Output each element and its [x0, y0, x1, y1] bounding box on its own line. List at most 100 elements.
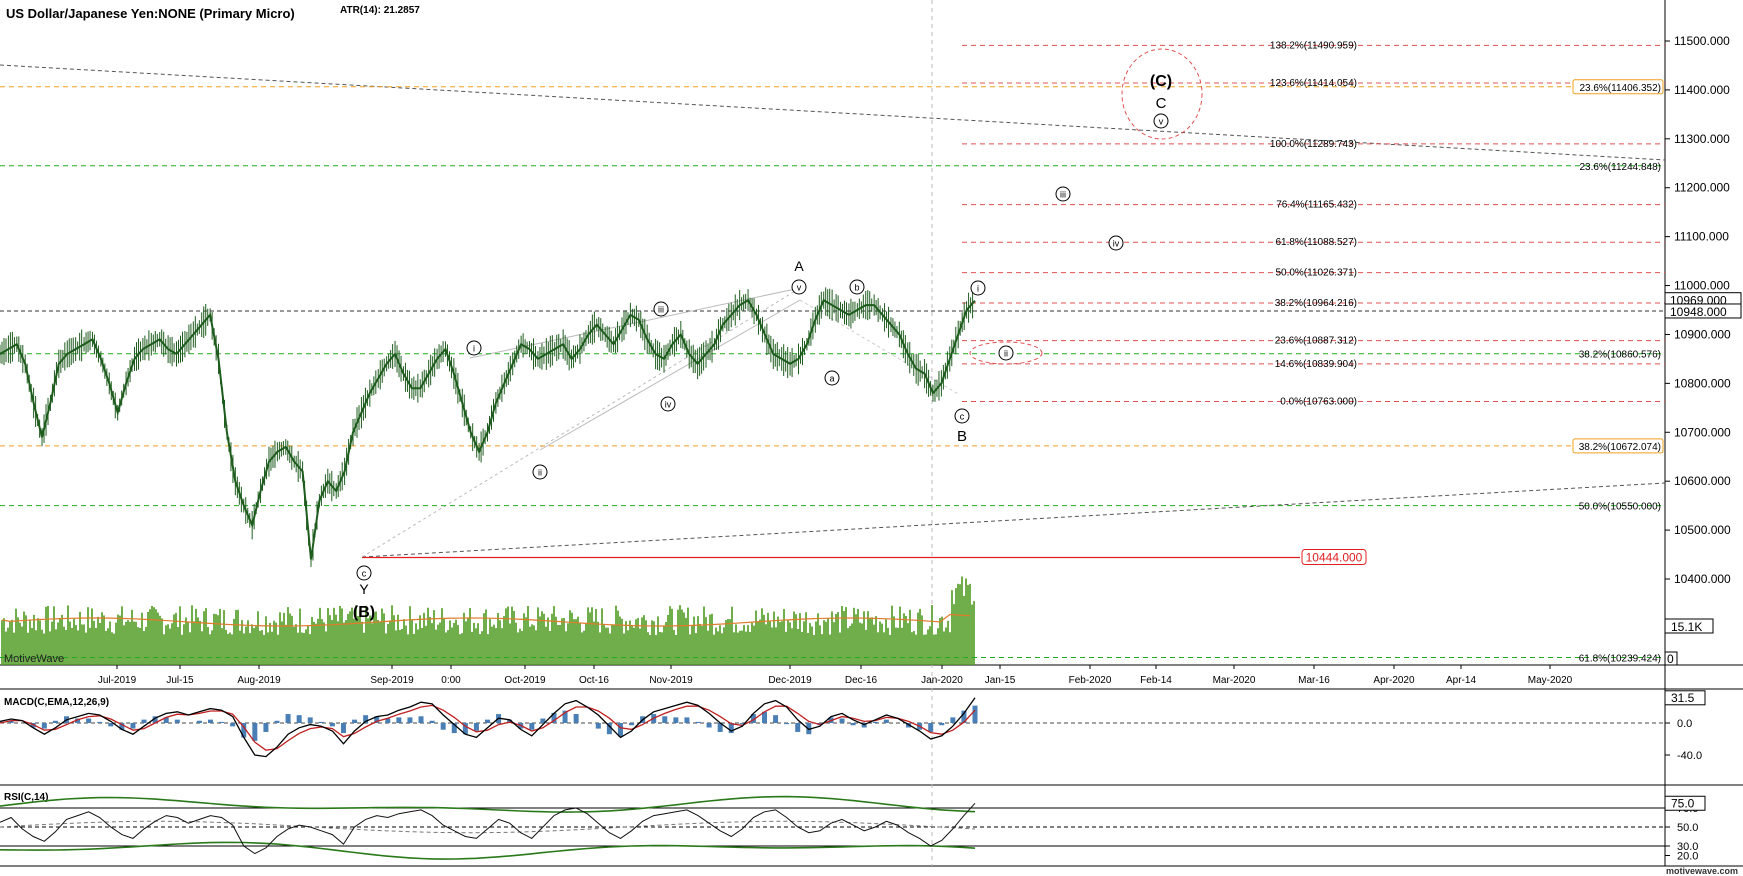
macd-panel: MACD(C,EMA,12,26,9) 0.0 -40.0 31.5: [0, 690, 1706, 762]
current-price-box: [1664, 303, 1742, 319]
price-tick-label: 10400.000: [1674, 572, 1731, 586]
wave-label-c-Y-circle: [356, 565, 372, 581]
rsi-tick-label: 50.0: [1677, 822, 1698, 834]
macd-signal-line: [0, 704, 976, 751]
fib-retracement-label: 61.8%(10239.424): [1579, 654, 1661, 665]
watermark: MotiveWave: [4, 653, 64, 665]
price-tick-label: 11500.000: [1674, 34, 1730, 48]
rsi-current-label: 75.0: [1671, 796, 1695, 810]
volume-label-box: [1664, 618, 1714, 634]
time-tick-label: Apr-14: [1446, 675, 1476, 686]
fib-retracement-label: 38.2%(10672.074): [1579, 442, 1661, 453]
volume-bars: [1, 576, 975, 665]
fib-projection-label: 76.4%(11165.432): [1276, 200, 1357, 211]
fib-projection-label: 61.8%(11088.527): [1275, 237, 1357, 248]
wave-label-i-current-circle: [970, 280, 986, 296]
fib-retracement-label: 23.6%(11406.352): [1579, 83, 1661, 94]
wave-label-b-circle: [849, 279, 865, 295]
wave-label-C-major: (C): [1150, 73, 1172, 90]
wave-label-iv-circle: [660, 396, 676, 412]
wave-label-ii-target-circle: [998, 345, 1014, 361]
wave-label-iii-circle: [653, 301, 669, 317]
time-tick-label: Apr-2020: [1373, 675, 1415, 686]
rsi-lower-band: [0, 841, 976, 860]
fib-projection-label: 123.6%(11414.054): [1270, 78, 1357, 89]
wave-label-iv-target-circle: [1108, 235, 1124, 251]
channel-line-lower: [361, 287, 801, 558]
fib-retracement-label: 38.2%(10860.576): [1579, 350, 1661, 361]
macd-current-label: 31.5: [1671, 691, 1695, 705]
price-tick-label: 11200.000: [1674, 181, 1730, 195]
fib-projection-label: 38.2%(10964.216): [1275, 298, 1357, 309]
wave-label-Y: Y: [359, 581, 369, 597]
wave-label-a: a: [829, 374, 834, 384]
rsi-current-box: [1664, 795, 1706, 811]
fib-projection-label: 50.0%(11026.371): [1275, 268, 1357, 279]
price-tick-label: 10900.000: [1674, 327, 1731, 341]
wave-label-a-circle: [824, 370, 840, 386]
wave-label-c-B-circle: [954, 408, 970, 424]
macd-line: [0, 697, 976, 758]
footer-brand: motivewave.com: [1666, 866, 1738, 876]
time-tick-label: Oct-2019: [504, 675, 546, 686]
time-tick-label: Jan-2020: [921, 675, 963, 686]
time-tick-label: Jul-2019: [98, 675, 137, 686]
wave-label-iii: iii: [658, 305, 664, 315]
price-tick-label: 10800.000: [1674, 376, 1731, 390]
fib-projection-label: 23.6%(10887.312): [1275, 336, 1357, 347]
time-tick-label: Sep-2019: [370, 675, 414, 686]
wave-label-A: A: [794, 258, 804, 274]
chart-title: US Dollar/Japanese Yen:NONE (Primary Mic…: [6, 6, 295, 21]
time-tick-label: Dec-2019: [768, 675, 812, 686]
price-tick-label: 11000.000: [1674, 279, 1730, 293]
time-tick-label: Mar-16: [1298, 675, 1330, 686]
price-gridlines: [0, 0, 1665, 866]
fib-retracement-box: [1572, 438, 1664, 454]
fib-retracement-label: 23.6%(11244.848): [1579, 162, 1661, 173]
time-tick-label: Feb-14: [1140, 675, 1172, 686]
channel-line-mid: [539, 299, 801, 451]
wave-label-v-target-circle: [1153, 113, 1169, 129]
fib-levels: 138.2%(11490.959) 123.6%(11414.054) 100.0%…: [0, 40, 1665, 665]
wave-label-v-A-circle: [791, 279, 807, 295]
macd-current-box: [1664, 690, 1706, 706]
wave-label-c-B: c: [960, 412, 965, 422]
fib-retracement-label: 50.0%(10550.000): [1579, 502, 1661, 513]
time-tick-label: Jul-15: [166, 675, 194, 686]
time-tick-label: Nov-2019: [649, 675, 693, 686]
atr-readout: ATR(14): 21.2857: [340, 5, 420, 16]
price-tick-label: 10600.000: [1674, 474, 1731, 488]
rsi-tick-label: 20.0: [1677, 851, 1698, 863]
price-tick-label: 10500.000: [1674, 523, 1731, 537]
time-tick-label: May-2020: [1528, 675, 1573, 686]
volume-zero-box: [1664, 651, 1678, 666]
wave-label-iii-target-circle: [1055, 186, 1071, 202]
price-axis: 11500.000 11400.000 11300.000 11200.000 1110…: [1664, 34, 1742, 666]
wave-label-iv: iv: [665, 400, 672, 410]
fib-retracement-box: [1572, 79, 1664, 95]
wave-label-i-circle: [466, 340, 482, 356]
macd-tick-label: -40.0: [1677, 750, 1702, 762]
wave-label-ii-target: ii: [1004, 349, 1008, 359]
volume-label: 15.1K: [1671, 620, 1702, 634]
price-tick-label: 11300.000: [1674, 132, 1730, 146]
volume-zero-label: 0: [1667, 652, 1674, 666]
rsi-upper-band: [0, 795, 976, 813]
wave-ii-zone-ellipse: [969, 341, 1043, 365]
wave-label-v-target: v: [1159, 117, 1164, 127]
time-tick-label: Mar-2020: [1213, 675, 1256, 686]
price-tick-label: 11400.000: [1674, 83, 1730, 97]
wave-label-v-A: v: [797, 283, 802, 293]
time-tick-label: 0:00: [441, 675, 461, 686]
current-price-label: 10948.000: [1670, 305, 1727, 319]
time-tick-label: Feb-2020: [1069, 675, 1112, 686]
time-tick-label: Dec-16: [845, 675, 878, 686]
lower-trendline: [361, 482, 1666, 558]
time-tick-label: Oct-16: [579, 675, 609, 686]
correction-line: [799, 299, 961, 396]
fib-projection-label: 100.0%(11289.743): [1270, 139, 1357, 150]
wave-label-ii-circle: [532, 464, 548, 480]
fib-projection-label: 138.2%(11490.959): [1270, 40, 1357, 51]
time-axis: Jul-2019 Jul-15 Aug-2019 Sep-2019 0:00 Oct-20…: [98, 665, 1573, 686]
